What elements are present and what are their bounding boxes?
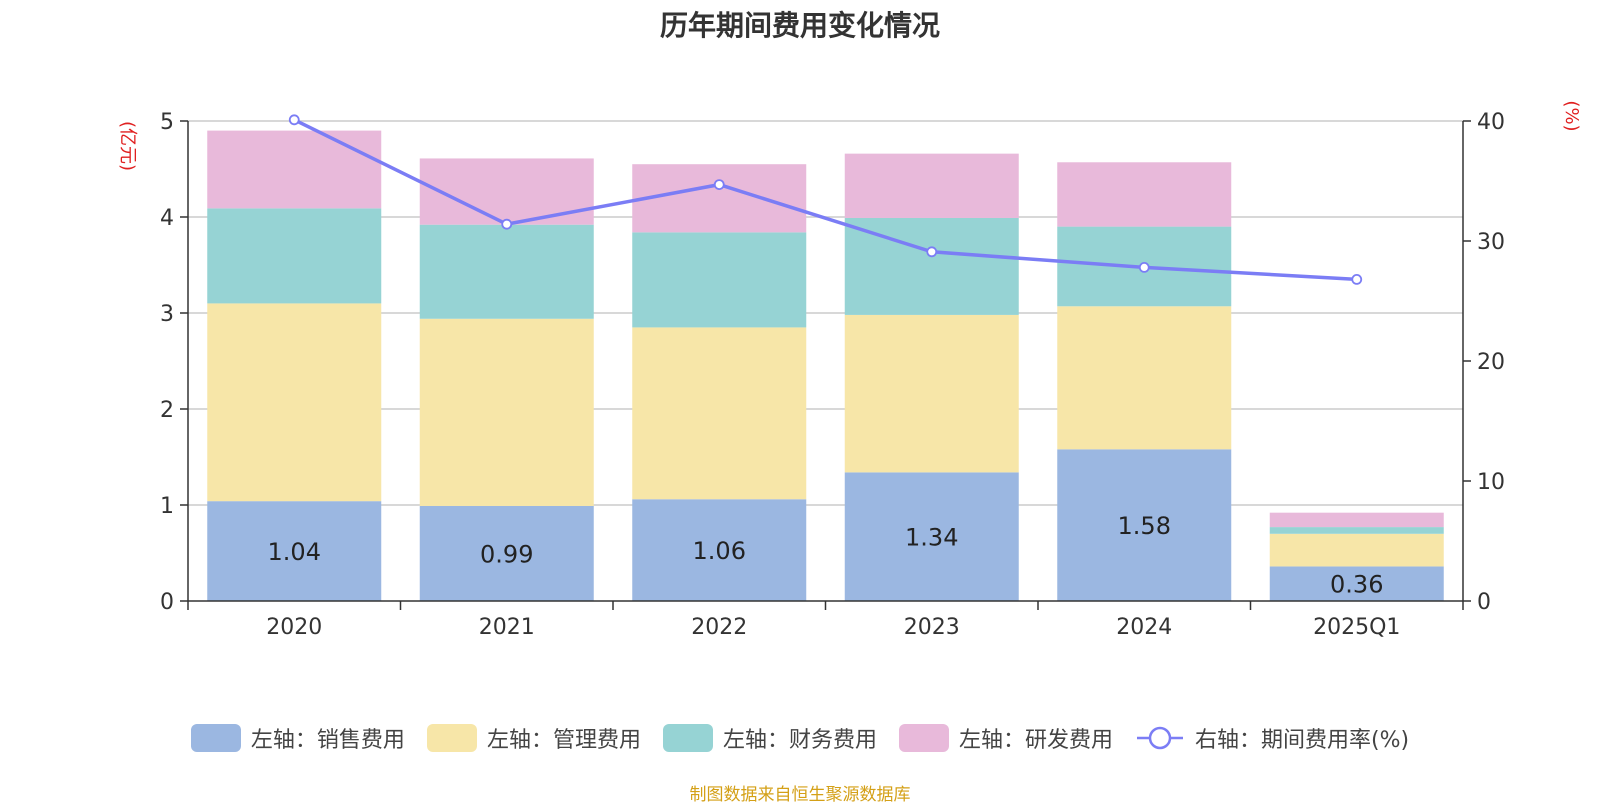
legend-label: 左轴：财务费用 [722,728,877,753]
right-tick-label: 40 [1477,110,1505,135]
right-axis-title: (%) [1561,100,1582,131]
legend-line-marker [1148,726,1172,750]
right-tick-label: 0 [1477,590,1491,615]
left-tick-label: 3 [160,302,174,327]
legend-label: 左轴：管理费用 [486,728,641,753]
legend-item[interactable]: 左轴：管理费用 [426,722,641,754]
bar-segment [1269,533,1444,567]
bar-segment [207,501,382,601]
left-tick-label: 5 [160,110,174,135]
bar-value-label: 1.06 [693,537,746,565]
x-tick-label: 2024 [1116,615,1172,640]
bar-segment [419,505,594,601]
bar-segment [1057,306,1232,450]
left-tick-label: 1 [160,494,174,519]
right-tick-label: 30 [1477,230,1505,255]
bar-value-label: 1.34 [905,524,958,552]
legend-label: 左轴：研发费用 [958,728,1113,753]
bar-segment [632,164,807,233]
bar-value-label: 0.36 [1330,571,1383,599]
legend-label: 右轴：期间费用率(%) [1194,728,1410,753]
legend-item[interactable]: 右轴：期间费用率(%) [1135,722,1409,754]
axes: 0 1 2 3 4 5 0 10 20 30 40 (亿元) (%) 2020 2021 2022 2023 20… [117,100,1582,640]
legend-label: 左轴：销售费用 [250,728,405,753]
chart-title: 历年期间费用变化情况 [659,9,940,42]
legend-swatch [662,724,713,752]
source-note: 制图数据来自恒生聚源数据库 [689,785,911,805]
x-tick-label: 2025Q1 [1313,615,1400,640]
bar-segment [207,208,382,304]
bar-segment [632,232,807,328]
data-labels: 1.04 0.99 1.06 1.34 1.58 0.36 [268,512,1384,599]
legend: 左轴：销售费用 左轴：管理费用 左轴：财务费用 左轴：研发费用 右轴：期间费用率(%) [0,720,1600,756]
right-tick-label: 20 [1477,350,1505,375]
right-tick-label: 10 [1477,470,1505,495]
bar-segment [632,327,807,500]
x-tick-label: 2021 [479,615,535,640]
bar-segment [844,153,1019,218]
left-axis-title: (亿元) [117,121,138,171]
x-tick-label: 2023 [904,615,960,640]
rate-line [293,118,1357,282]
legend-swatch [426,724,477,752]
bar-series [207,130,1444,601]
bar-segment [1269,512,1444,528]
x-tick-label: 2020 [266,615,322,640]
bar-segment [207,303,382,502]
legend-item[interactable]: 左轴：财务费用 [662,722,877,754]
legend-line-swatch [1136,726,1183,750]
left-tick-label: 2 [160,398,174,423]
bar-segment [632,499,807,601]
bar-segment [1057,449,1232,601]
rate-point [288,114,300,126]
line-series [288,114,1363,285]
left-tick-label: 0 [160,590,174,615]
legend-swatch [190,724,241,752]
rate-point [926,246,938,258]
bar-segment [1269,566,1444,601]
bar-segment [1269,527,1444,534]
bar-segment [844,314,1019,473]
bar-value-label: 1.04 [268,538,321,566]
bar-segment [207,130,382,209]
rate-point [501,218,513,230]
rate-point [713,179,725,191]
rate-point [1138,261,1150,273]
bar-value-label: 1.58 [1118,512,1171,540]
left-tick-label: 4 [160,206,174,231]
bar-segment [1057,162,1232,227]
legend-item[interactable]: 左轴：研发费用 [898,722,1113,754]
bar-segment [419,224,594,319]
bar-segment [419,318,594,506]
rate-point [1351,273,1363,285]
bar-value-label: 0.99 [480,540,533,568]
x-tick-label: 2022 [691,615,747,640]
bar-segment [419,158,594,225]
legend-swatch [898,724,949,752]
bar-segment [844,472,1019,601]
legend-item[interactable]: 左轴：销售费用 [190,722,405,754]
